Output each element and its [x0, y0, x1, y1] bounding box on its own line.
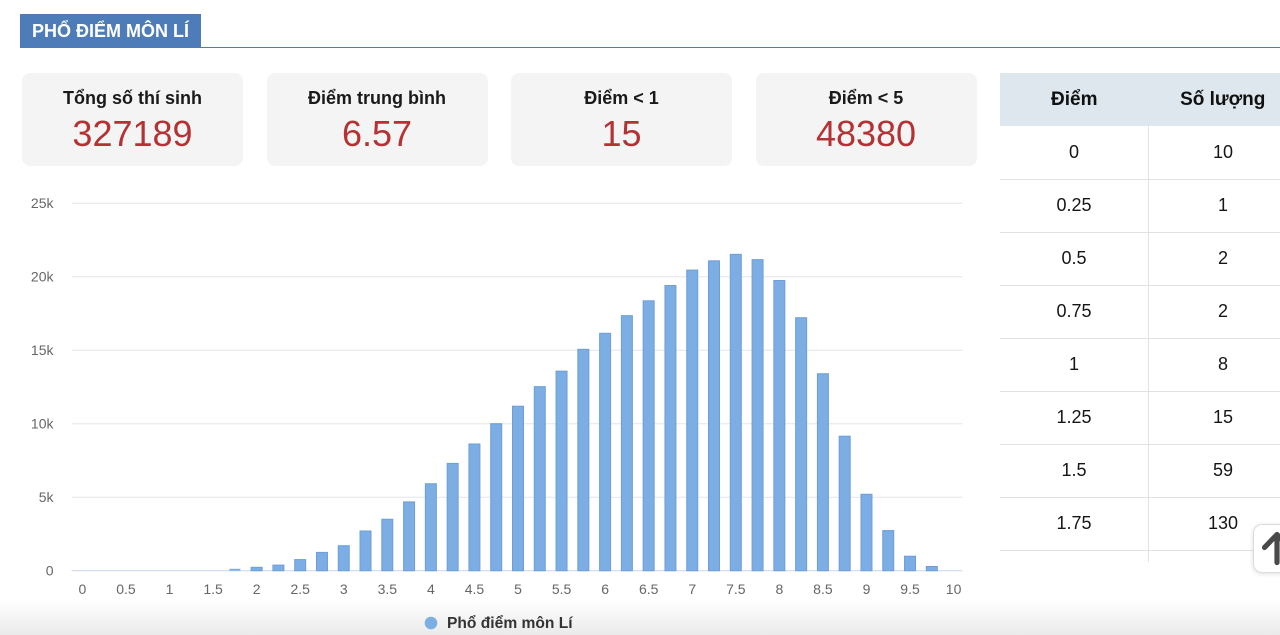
- svg-text:20k: 20k: [31, 269, 55, 285]
- svg-text:1: 1: [166, 581, 174, 597]
- svg-text:5.5: 5.5: [552, 581, 572, 597]
- svg-text:0: 0: [79, 581, 87, 597]
- svg-text:6.5: 6.5: [639, 581, 659, 597]
- svg-text:10: 10: [946, 581, 962, 597]
- svg-text:1.5: 1.5: [203, 581, 223, 597]
- svg-text:5k: 5k: [39, 489, 55, 505]
- svg-text:4.5: 4.5: [465, 581, 485, 597]
- svg-text:10k: 10k: [31, 416, 55, 432]
- svg-text:7: 7: [688, 581, 696, 597]
- svg-text:7.5: 7.5: [726, 581, 746, 597]
- svg-text:3.5: 3.5: [378, 581, 398, 597]
- svg-text:Phổ điểm môn Lí: Phổ điểm môn Lí: [447, 614, 573, 632]
- svg-text:9: 9: [863, 581, 871, 597]
- svg-text:6: 6: [601, 581, 609, 597]
- svg-text:4: 4: [427, 581, 435, 597]
- svg-text:2.5: 2.5: [290, 581, 310, 597]
- svg-text:5: 5: [514, 581, 522, 597]
- svg-text:8: 8: [775, 581, 783, 597]
- svg-text:0.5: 0.5: [116, 581, 136, 597]
- svg-text:2: 2: [253, 581, 261, 597]
- svg-text:8.5: 8.5: [813, 581, 833, 597]
- svg-text:0: 0: [46, 563, 54, 579]
- svg-text:25k: 25k: [31, 195, 55, 211]
- svg-text:9.5: 9.5: [900, 581, 920, 597]
- svg-text:3: 3: [340, 581, 348, 597]
- svg-text:15k: 15k: [31, 342, 55, 358]
